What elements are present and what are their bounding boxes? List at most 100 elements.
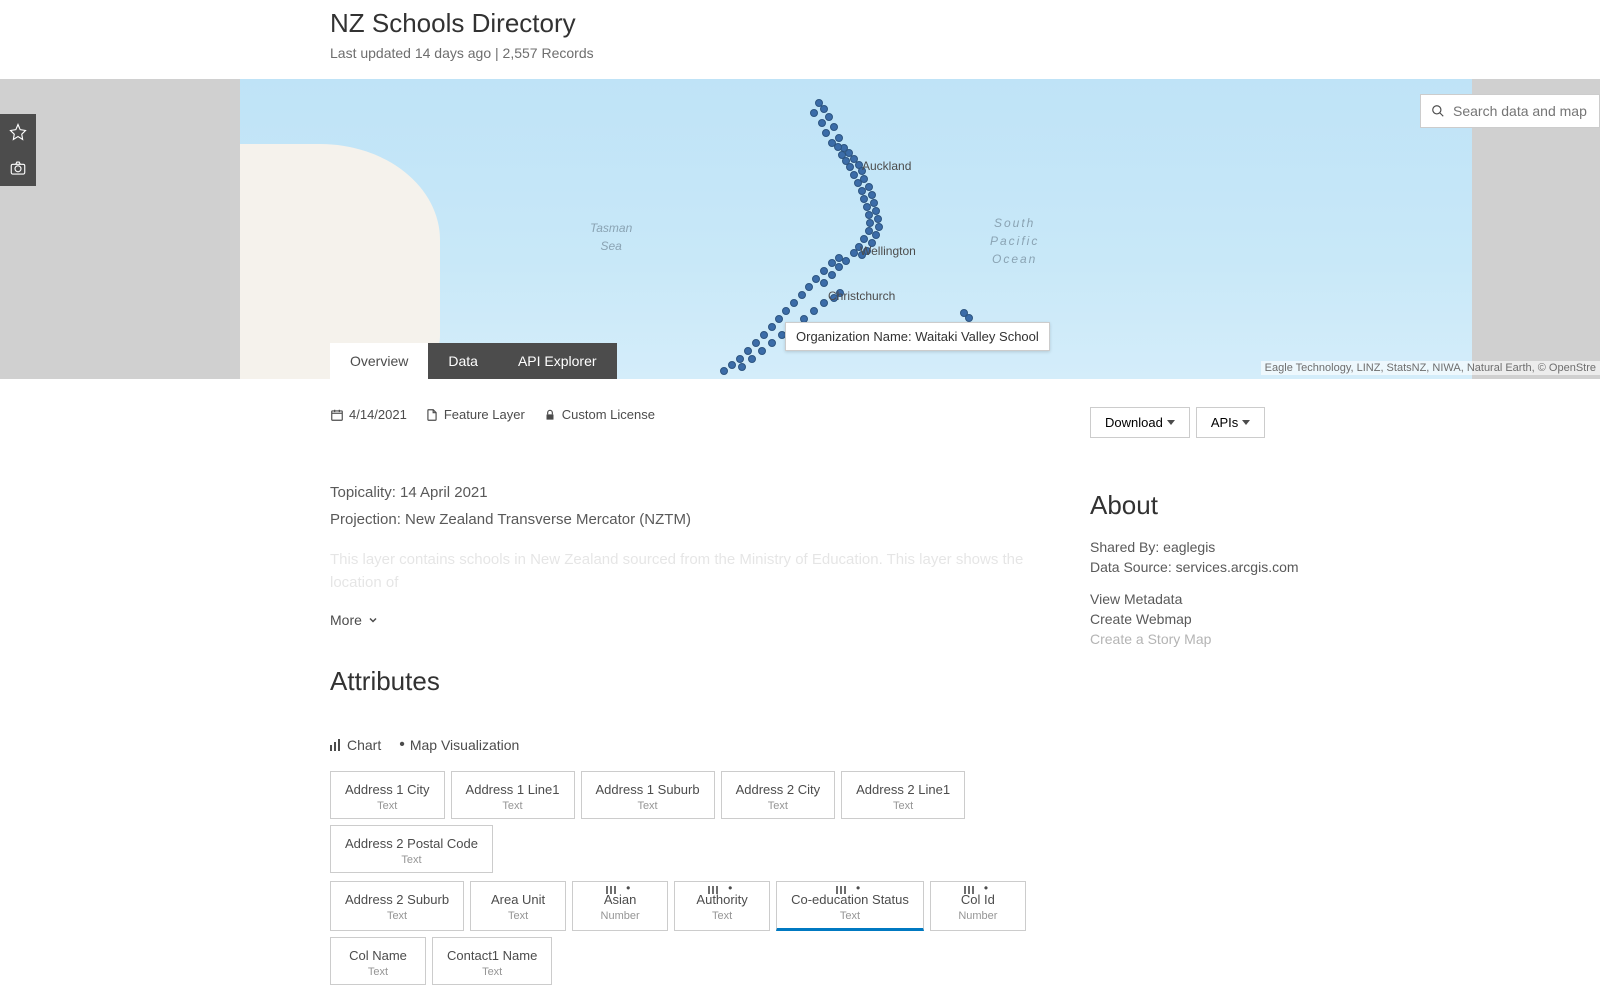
desc-projection: Projection: New Zealand Transverse Merca… [330,509,1030,532]
map-panel[interactable]: Tasman Sea South Pacific Ocean [0,79,1600,379]
attribute-card[interactable]: Co-education Status Text [776,881,924,931]
attribute-type: Text [689,910,755,922]
attribute-card[interactable]: Address 1 Line1 Text [451,771,575,819]
map-side-tools [0,114,36,186]
sea-label-tasman: Tasman Sea [590,219,632,255]
tabs: Overview Data API Explorer [330,343,617,379]
attributes-toolbar: Chart • Map Visualization [330,737,1030,753]
tab-api-explorer[interactable]: API Explorer [498,343,617,379]
attributes-row-1: Address 1 CityTextAddress 1 Line1TextAdd… [330,771,1030,873]
attribute-name: Col Name [345,948,411,963]
attribute-type: Text [791,910,909,922]
description: Topicality: 14 April 2021 Projection: Ne… [330,482,1030,594]
tab-overview[interactable]: Overview [330,343,428,379]
attribute-type: Text [345,966,411,978]
map-canvas[interactable]: Tasman Sea South Pacific Ocean [240,79,1472,379]
download-button[interactable]: Download [1090,407,1190,438]
page-title: NZ Schools Directory [330,8,1600,39]
attribute-type: Text [345,910,449,922]
attribute-card[interactable]: Authority Text [674,881,770,931]
attribute-name: Authority [689,892,755,907]
attribute-card[interactable]: Address 1 Suburb Text [581,771,715,819]
favorite-tool[interactable] [0,114,36,150]
attribute-card[interactable]: Address 2 Line1 Text [841,771,965,819]
meta-license: Custom License [543,407,655,422]
about-links: View Metadata Create Webmap Create a Sto… [1090,591,1310,647]
map-attribution: Eagle Technology, LINZ, StatsNZ, NIWA, N… [1261,361,1600,375]
attribute-name: Asian [587,892,653,907]
side-column: Download APIs About Shared By: eaglegis … [1090,407,1310,985]
about-shared-by: Shared By: eaglegis [1090,539,1310,555]
page-subtitle: Last updated 14 days ago | 2,557 Records [330,45,1600,61]
attribute-type: Text [856,800,950,812]
meta-layer-type: Feature Layer [425,407,525,422]
map-search[interactable] [1420,94,1600,128]
attribute-name: Address 1 Line1 [466,782,560,797]
camera-icon [9,159,27,177]
attribute-card[interactable]: Contact1 Name Text [432,937,552,985]
city-label-wellington: Wellington [860,244,916,258]
chart-tool[interactable]: Chart [330,737,381,753]
attribute-name: Contact1 Name [447,948,537,963]
create-webmap-link[interactable]: Create Webmap [1090,611,1310,627]
attribute-name: Address 2 Postal Code [345,836,478,851]
action-buttons: Download APIs [1090,407,1310,438]
city-label-auckland: Auckland [862,159,911,173]
file-icon [425,408,439,422]
view-metadata-link[interactable]: View Metadata [1090,591,1310,607]
desc-faded: This layer contains schools in New Zeala… [330,549,1030,594]
attribute-name: Address 2 City [736,782,821,797]
attribute-name: Area Unit [485,892,551,907]
desc-topicality: Topicality: 14 April 2021 [330,482,1030,505]
lock-icon [543,408,557,422]
attribute-type: Number [587,910,653,922]
apis-button[interactable]: APIs [1196,407,1265,438]
attribute-type: Text [485,910,551,922]
attribute-card[interactable]: Address 2 Suburb Text [330,881,464,931]
page-header: NZ Schools Directory Last updated 14 day… [0,0,1600,79]
map-viz-tool[interactable]: • Map Visualization [399,737,519,753]
meta-row: 4/14/2021 Feature Layer Custom License [330,407,655,422]
attribute-card[interactable]: Asian Number [572,881,668,931]
attribute-card[interactable]: Col Name Text [330,937,426,985]
attributes-row-2: Address 2 Suburb Text Area Unit Text Asian Nu… [330,881,1030,985]
about-heading: About [1090,490,1310,521]
attribute-card[interactable]: Address 2 City Text [721,771,836,819]
map-tooltip: Organization Name: Waitaki Valley School [785,322,1050,351]
attribute-card[interactable]: Col Id Number [930,881,1026,931]
city-label-christchurch: Christchurch [828,289,895,303]
attribute-card[interactable]: Address 2 Postal Code Text [330,825,493,873]
attribute-type: Text [736,800,821,812]
create-storymap-link[interactable]: Create a Story Map [1090,631,1310,647]
attribute-type: Text [345,854,478,866]
content: 4/14/2021 Feature Layer Custom License T… [0,379,1600,985]
chevron-down-icon [367,614,379,626]
attribute-type: Number [945,910,1011,922]
caret-down-icon [1167,420,1175,425]
attribute-type: Text [345,800,430,812]
attribute-name: Address 1 Suburb [596,782,700,797]
caret-down-icon [1242,420,1250,425]
attribute-type: Text [596,800,700,812]
attribute-name: Address 2 Suburb [345,892,449,907]
attribute-type: Text [447,966,537,978]
attribute-card[interactable]: Area Unit Text [470,881,566,931]
bar-chart-icon [330,739,342,751]
snapshot-tool[interactable] [0,150,36,186]
tab-data[interactable]: Data [428,343,498,379]
attribute-name: Address 2 Line1 [856,782,950,797]
attributes-heading: Attributes [330,666,1030,697]
meta-date: 4/14/2021 [330,407,407,422]
attribute-card[interactable]: Address 1 City Text [330,771,445,819]
attribute-name: Col Id [945,892,1011,907]
more-button[interactable]: More [330,612,379,628]
about-data-source: Data Source: services.arcgis.com [1090,559,1310,575]
attribute-type: Text [466,800,560,812]
star-icon [9,123,27,141]
search-icon [1431,104,1445,118]
attribute-name: Co-education Status [791,892,909,907]
main-column: 4/14/2021 Feature Layer Custom License T… [330,407,1030,985]
calendar-icon [330,408,344,422]
search-input[interactable] [1453,103,1589,119]
attribute-name: Address 1 City [345,782,430,797]
